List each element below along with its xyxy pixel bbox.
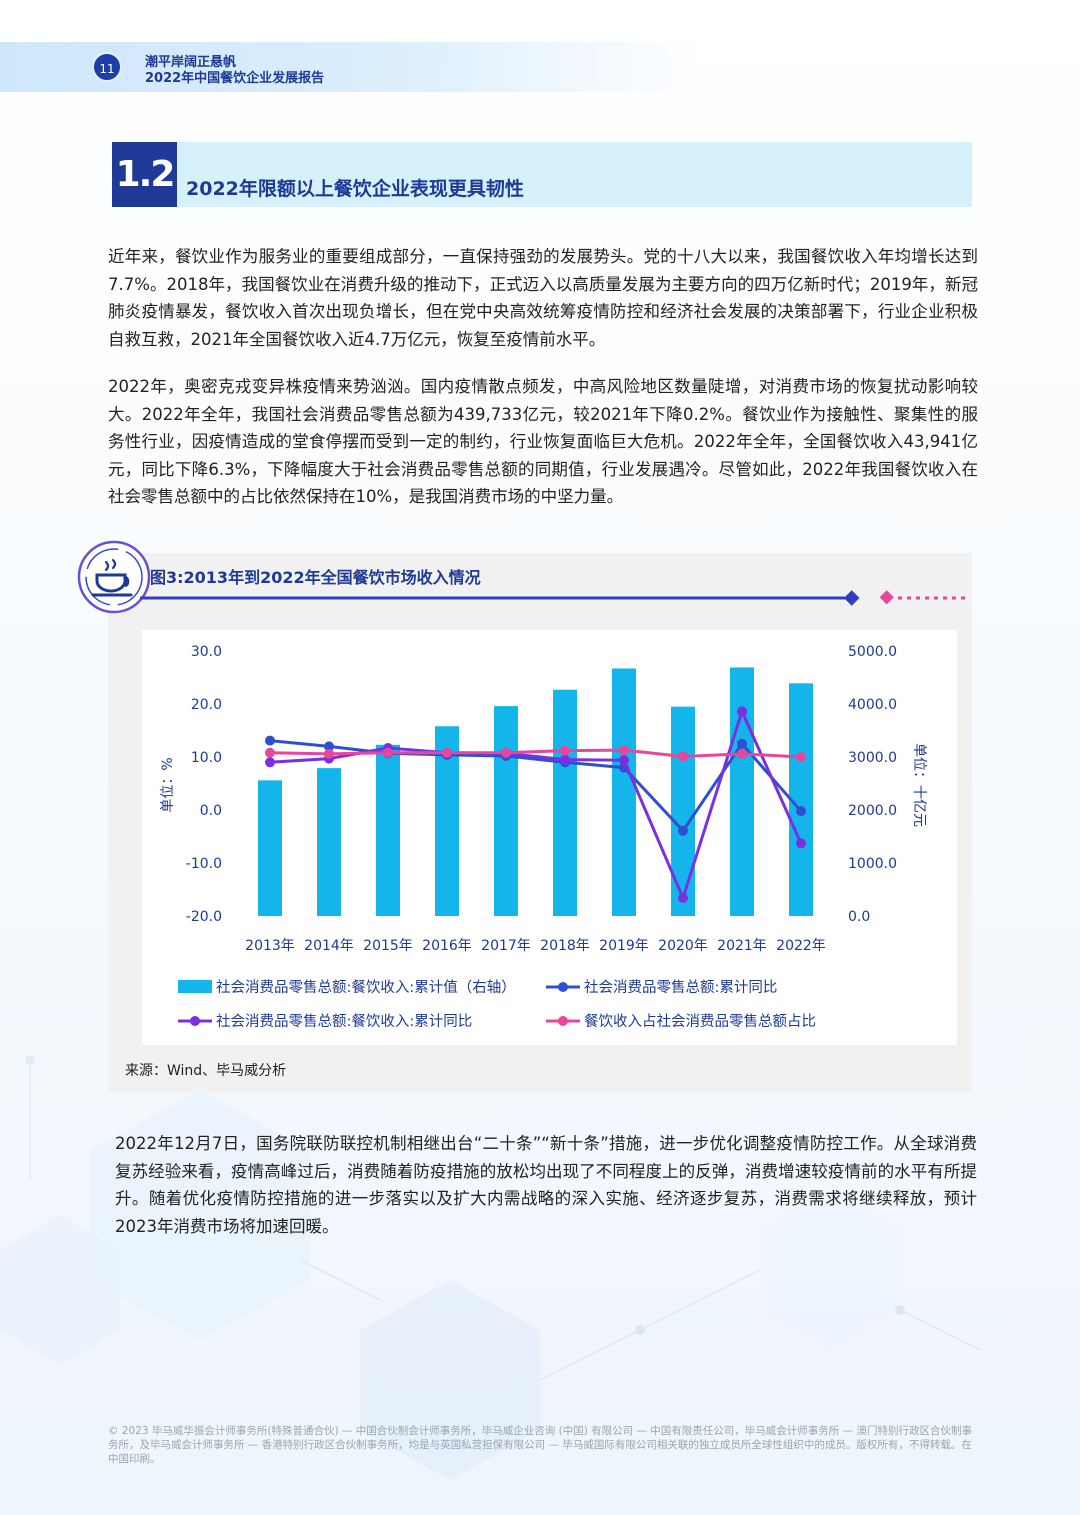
bar (494, 706, 518, 916)
data-point (678, 825, 688, 836)
left-axis-tick-label: -10.0 (186, 856, 222, 872)
data-point (796, 806, 806, 817)
legend-marker (558, 982, 568, 992)
data-point (383, 747, 393, 758)
x-axis-tick-label: 2017年 (481, 938, 531, 954)
data-point (265, 747, 275, 758)
data-point (619, 745, 629, 756)
legend-swatch (178, 980, 212, 993)
left-axis-title: 单位：% (160, 757, 176, 812)
data-point (560, 754, 570, 765)
data-point (737, 738, 747, 749)
right-axis-tick-label: 3000.0 (848, 750, 897, 766)
series-line (269, 748, 802, 759)
bar (612, 668, 636, 916)
header-title: 潮平岸阔正悬帆 (145, 55, 237, 70)
data-point (678, 751, 688, 762)
bar (671, 706, 695, 916)
data-point (442, 747, 452, 758)
section-number: 1.2 (112, 142, 177, 207)
right-axis-tick-label: 0.0 (848, 909, 870, 925)
paragraph-3: 2022年12月7日，国务院联防联控机制相继出台“二十条”“新十条”措施，进一步… (115, 1134, 977, 1236)
x-axis-tick-label: 2020年 (658, 938, 708, 954)
section-heading-bar (112, 142, 972, 207)
data-point (678, 892, 688, 903)
combo-chart: 30.0 20.0 10.0 0.0 -10.0 -20.0 5000.0 4000.0 300… (160, 644, 927, 1030)
right-axis-title: 单位：十亿元 (911, 743, 927, 827)
left-axis-tick-label: 20.0 (191, 697, 222, 713)
data-point (501, 747, 511, 758)
left-axis-tick-label: 10.0 (191, 750, 222, 766)
paragraph-1: 近年来，餐饮业作为服务业的重要组成部分，一直保持强劲的发展势头。党的十八大以来，… (108, 247, 978, 349)
coffee-cup-icon (77, 540, 151, 614)
x-axis-tick-label: 2018年 (540, 938, 590, 954)
data-point (796, 752, 806, 762)
chart-source: 来源：Wind、毕马威分析 (125, 1063, 287, 1079)
data-point (737, 748, 747, 759)
series-line (269, 739, 803, 834)
data-point (324, 748, 334, 759)
header-subtitle: 2022年中国餐饮企业发展报告 (145, 71, 325, 86)
page-number: 11 (92, 52, 122, 82)
bar (317, 768, 341, 916)
x-axis-tick-label: 2021年 (717, 938, 767, 954)
x-axis-tick-label: 2016年 (422, 938, 472, 954)
data-point (796, 838, 806, 849)
data-point (265, 735, 275, 746)
legend-label: 餐饮收入占社会消费品零售总额占比 (584, 1013, 816, 1030)
x-axis-tick-label: 2015年 (363, 938, 413, 954)
bar (553, 689, 577, 916)
legend-label: 社会消费品零售总额:餐饮收入:累计值（右轴） (216, 979, 516, 996)
right-axis-tick-label: 1000.0 (848, 856, 897, 872)
legend-marker (558, 1016, 568, 1026)
x-axis-tick-label: 2014年 (304, 938, 354, 954)
data-point (560, 745, 570, 756)
data-point (619, 755, 629, 766)
data-point (324, 741, 334, 752)
legend-label: 社会消费品零售总额:餐饮收入:累计同比 (216, 1013, 472, 1030)
right-axis-tick-label: 4000.0 (848, 697, 897, 713)
x-axis-tick-label: 2019年 (599, 938, 649, 954)
bar (730, 667, 754, 916)
chart-caption: 图3:2013年到2022年全国餐饮市场收入情况 (150, 568, 481, 587)
bar (258, 780, 282, 916)
chart-caption-rule (140, 590, 970, 606)
x-axis-tick-label: 2013年 (245, 938, 295, 954)
legend-label: 社会消费品零售总额:累计同比 (584, 979, 777, 996)
paragraph-2: 2022年，奥密克戎变异株疫情来势汹汹。国内疫情散点频发，中高风险地区数量陡增，… (108, 377, 978, 506)
data-point (737, 706, 747, 717)
series-line (269, 707, 803, 903)
legend-marker (190, 1016, 200, 1026)
right-axis-tick-label: 5000.0 (848, 644, 897, 660)
left-axis-tick-label: 30.0 (191, 644, 222, 660)
right-axis-tick-label: 2000.0 (848, 803, 897, 819)
section-title: 2022年限额以上餐饮企业表现更具韧性 (186, 178, 524, 200)
x-axis-tick-label: 2022年 (776, 938, 826, 954)
bar (376, 744, 400, 916)
data-point (265, 757, 275, 768)
left-axis-tick-label: 0.0 (200, 803, 222, 819)
left-axis-tick-label: -20.0 (186, 909, 222, 925)
footer-copyright: © 2023 毕马威华振会计师事务所(特殊普通合伙) — 中国合伙制会计师事务所… (108, 1425, 972, 1465)
